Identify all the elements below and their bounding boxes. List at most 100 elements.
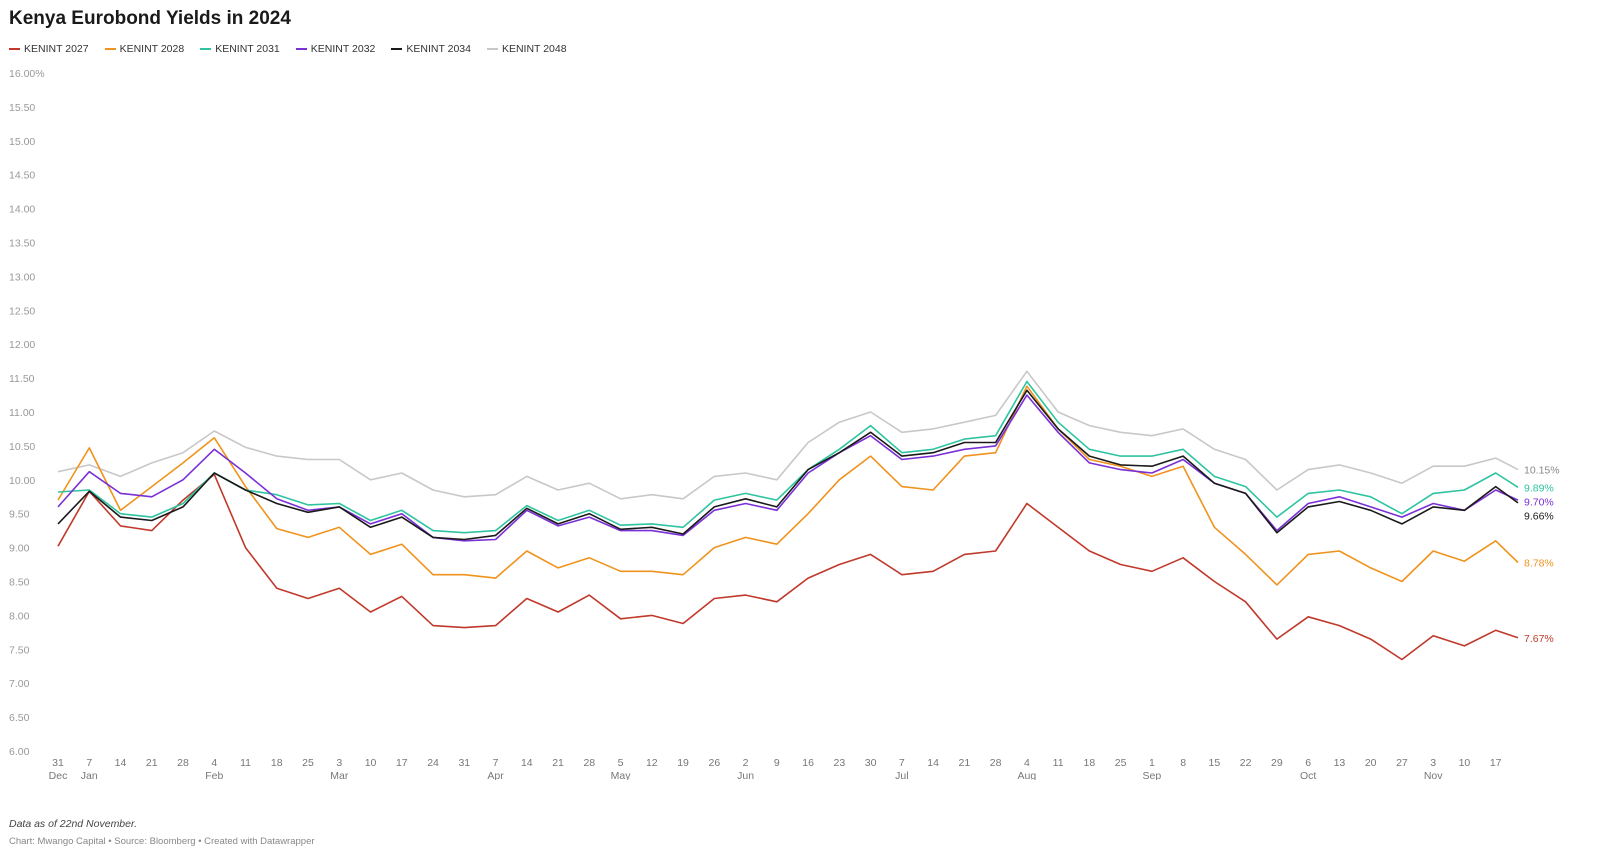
x-tick-label: 9 [774, 757, 780, 769]
line-chart: 6.00 6.50 7.00 7.50 8.00 8.50 9.00 9.50 10.00 10.… [9, 68, 1560, 780]
x-tick-label: 11 [240, 757, 251, 769]
x-tick-label: 12 [646, 757, 658, 769]
x-month-label: Sep [1143, 770, 1162, 780]
x-tick-label: 22 [1240, 757, 1252, 769]
x-tick-label: 17 [396, 757, 408, 769]
x-tick-label: 27 [1396, 757, 1408, 769]
x-tick-label: 26 [708, 757, 720, 769]
x-tick-label: 29 [1271, 757, 1283, 769]
series-line-kenint-2031 [57, 380, 1519, 534]
x-tick-label: 17 [1490, 757, 1502, 769]
x-month-label: Jul [895, 770, 908, 780]
x-month-label: Oct [1300, 770, 1316, 780]
legend-swatch [486, 48, 498, 50]
x-tick-label: 31 [52, 757, 64, 769]
x-tick-label: 31 [458, 757, 470, 769]
data-note: Data as of 22nd November. [9, 818, 138, 830]
x-tick-label: 18 [1084, 757, 1096, 769]
x-tick-label: 21 [552, 757, 564, 769]
x-tick-label: 21 [146, 757, 158, 769]
series-line-kenint-2034 [57, 389, 1519, 541]
x-tick-label: 7 [899, 757, 905, 769]
chart-title: Kenya Eurobond Yields in 2024 [9, 8, 291, 29]
x-tick-label: 5 [618, 757, 624, 769]
x-tick-label: 2 [743, 757, 749, 769]
x-tick-label: 18 [271, 757, 283, 769]
x-tick-label: 30 [865, 757, 877, 769]
x-tick-label: 25 [302, 757, 314, 769]
end-value-label: 9.66% [1524, 510, 1554, 522]
x-month-label: Aug [1018, 770, 1037, 780]
x-tick-label: 4 [211, 757, 217, 769]
y-tick-label: 13.00 [9, 271, 35, 283]
legend-label: KENINT 2027 [24, 43, 89, 55]
y-tick-label: 6.50 [9, 712, 30, 724]
x-month-label: Dec [49, 770, 68, 780]
x-tick-label: 24 [427, 757, 439, 769]
legend-swatch [391, 48, 403, 50]
x-tick-label: 3 [1430, 757, 1436, 769]
legend-label: KENINT 2034 [406, 43, 471, 55]
legend-item: KENINT 2048 [486, 43, 567, 55]
legend-label: KENINT 2048 [501, 43, 567, 55]
y-tick-label: 11.50 [9, 373, 35, 385]
legend-item: KENINT 2032 [295, 43, 376, 55]
x-tick-label: 3 [336, 757, 342, 769]
y-tick-label: 7.50 [9, 644, 30, 656]
x-tick-label: 6 [1305, 757, 1311, 769]
x-month-label: May [611, 770, 632, 780]
chart-credit: Chart: Mwango Capital • Source: Bloomber… [9, 836, 315, 847]
x-month-label: Nov [1424, 770, 1443, 780]
series-line-kenint-2027 [57, 473, 1519, 661]
y-tick-label: 15.00 [9, 136, 35, 148]
legend-label: KENINT 2028 [119, 43, 185, 55]
x-tick-label: 1 [1149, 757, 1155, 769]
x-tick-label: 14 [927, 757, 939, 769]
x-tick-label: 10 [1459, 757, 1471, 769]
y-tick-label: 13.50 [9, 238, 35, 250]
x-tick-label: 13 [1334, 757, 1346, 769]
x-tick-label: 23 [834, 757, 846, 769]
x-tick-label: 15 [1209, 757, 1221, 769]
x-tick-label: 19 [677, 757, 689, 769]
end-value-label: 8.78% [1524, 558, 1554, 570]
x-tick-label: 7 [86, 757, 92, 769]
x-tick-label: 14 [521, 757, 533, 769]
y-tick-label: 6.00 [9, 746, 30, 758]
legend-swatch [104, 48, 116, 50]
end-value-label: 9.89% [1524, 482, 1554, 494]
x-tick-label: 4 [1024, 757, 1030, 769]
series-line-kenint-2032 [57, 394, 1519, 542]
x-tick-label: 16 [802, 757, 814, 769]
legend-label: KENINT 2032 [310, 43, 376, 55]
series-line-kenint-2048 [57, 370, 1519, 500]
legend-swatch [295, 48, 307, 50]
end-value-label: 7.67% [1524, 633, 1554, 645]
x-month-label: Mar [330, 770, 349, 780]
series-line-kenint-2028 [57, 385, 1519, 586]
x-month-label: Jun [737, 770, 754, 780]
legend-item: KENINT 2027 [9, 43, 89, 55]
y-tick-label: 7.00 [9, 678, 30, 690]
y-tick-label: 10.00 [9, 475, 35, 487]
y-tick-label: 9.50 [9, 509, 30, 521]
x-tick-label: 28 [177, 757, 189, 769]
x-tick-label: 8 [1180, 757, 1186, 769]
x-tick-label: 25 [1115, 757, 1127, 769]
x-tick-label: 28 [583, 757, 595, 769]
legend-label: KENINT 2031 [215, 43, 280, 55]
x-tick-label: 20 [1365, 757, 1377, 769]
y-tick-label: 11.00 [9, 407, 35, 419]
y-tick-label: 14.50 [9, 170, 35, 182]
end-value-label: 9.70% [1524, 496, 1554, 508]
y-tick-label: 14.00 [9, 204, 35, 216]
legend-item: KENINT 2034 [391, 43, 471, 55]
legend-swatch [9, 48, 20, 50]
x-tick-label: 14 [115, 757, 127, 769]
x-tick-label: 7 [493, 757, 499, 769]
x-month-label: Jan [81, 770, 98, 780]
chart-legend: KENINT 2027 KENINT 2028 KENINT 2031 KENINT … [9, 43, 567, 55]
legend-item: KENINT 2028 [104, 43, 185, 55]
y-tick-label: 9.00 [9, 543, 30, 555]
y-tick-label: 12.50 [9, 305, 35, 317]
